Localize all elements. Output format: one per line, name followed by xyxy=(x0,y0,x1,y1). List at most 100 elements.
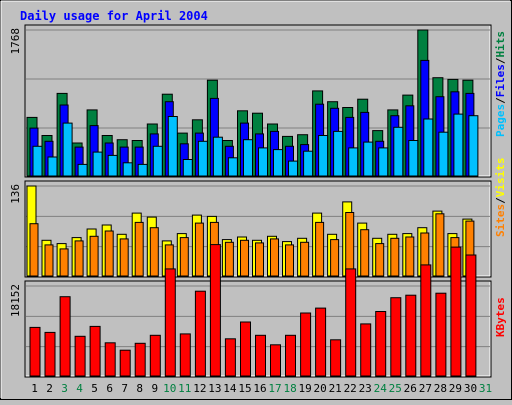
bar-kbytes-day-13 xyxy=(209,244,221,377)
bar-kbytes-day-28 xyxy=(435,292,447,377)
bar-sites-day-4 xyxy=(74,240,84,277)
x-tick-label: 25 xyxy=(389,382,402,395)
legend: KBytes xyxy=(494,297,507,337)
bar-kbytes-day-10 xyxy=(164,268,176,377)
bar-pages-day-15 xyxy=(243,139,253,177)
bar-kbytes-day-18 xyxy=(285,334,296,377)
bar-pages-day-29 xyxy=(453,113,464,177)
bar-pages-day-23 xyxy=(363,141,374,177)
y-max-label: 1768 xyxy=(9,28,22,55)
x-tick-label: 15 xyxy=(238,382,251,395)
bar-kbytes-day-23 xyxy=(360,323,372,377)
bar-pages-day-14 xyxy=(227,157,238,177)
bar-pages-day-30 xyxy=(468,115,479,177)
bar-kbytes-day-9 xyxy=(149,334,161,377)
x-tick-label: 13 xyxy=(208,382,221,395)
bar-kbytes-day-8 xyxy=(134,342,146,377)
bar-pages-day-26 xyxy=(408,140,419,177)
bar-kbytes-day-30 xyxy=(465,254,477,377)
bar-kbytes-day-4 xyxy=(74,335,86,377)
legend-entry: Pages xyxy=(494,104,507,137)
bar-kbytes-day-2 xyxy=(44,331,56,377)
bar-sites-day-21 xyxy=(330,239,340,277)
bar-sites-day-14 xyxy=(224,241,234,277)
x-tick-label: 14 xyxy=(223,382,237,395)
legend-entry: Visits xyxy=(494,158,507,198)
x-tick-label: 20 xyxy=(313,382,326,395)
bar-kbytes-day-19 xyxy=(300,312,312,377)
bar-pages-day-24 xyxy=(378,147,389,177)
bar-kbytes-day-7 xyxy=(119,349,131,377)
bar-pages-day-7 xyxy=(122,162,133,177)
x-tick-label: 29 xyxy=(449,382,462,395)
bar-pages-day-20 xyxy=(318,135,329,177)
y-max-label: 136 xyxy=(9,184,22,204)
legend-entry: KBytes xyxy=(494,297,507,337)
x-tick-label: 24 xyxy=(374,382,388,395)
y-max-label: 18152 xyxy=(9,284,22,317)
bar-sites-day-12 xyxy=(194,222,204,277)
bar-pages-day-10 xyxy=(167,116,178,177)
y-max-labels: 1768 136 18152 xyxy=(9,28,22,317)
bar-pages-day-4 xyxy=(77,163,88,177)
x-tick-label: 21 xyxy=(329,382,342,395)
x-tick-label: 28 xyxy=(434,382,447,395)
bar-pages-day-28 xyxy=(438,131,449,177)
x-tick-label: 22 xyxy=(344,382,357,395)
bar-pages-day-25 xyxy=(393,126,404,177)
bar-sites-day-24 xyxy=(375,243,385,277)
bar-kbytes-day-21 xyxy=(330,339,342,377)
x-tick-label: 9 xyxy=(151,382,158,395)
legends: Pages/Files/Hits Sites/Visits KBytes xyxy=(494,31,507,337)
bar-pages-day-27 xyxy=(423,118,434,177)
bar-kbytes-day-14 xyxy=(224,338,236,377)
x-tick-label: 12 xyxy=(193,382,206,395)
bar-pages-day-5 xyxy=(92,151,103,177)
x-tick-label: 3 xyxy=(61,382,68,395)
bar-kbytes-day-12 xyxy=(194,290,206,377)
legend-entry: / xyxy=(494,97,507,104)
x-tick-label: 27 xyxy=(419,382,432,395)
x-tick-label: 5 xyxy=(91,382,98,395)
bar-pages-day-11 xyxy=(182,159,193,177)
bar-pages-day-2 xyxy=(47,156,58,177)
x-tick-label: 18 xyxy=(283,382,296,395)
bar-pages-day-21 xyxy=(333,130,344,177)
bar-kbytes-day-25 xyxy=(390,297,402,377)
bar-pages-day-12 xyxy=(197,140,208,177)
x-tick-label: 31 xyxy=(479,382,492,395)
legend: Sites/Visits xyxy=(494,158,507,238)
x-tick-label: 16 xyxy=(253,382,266,395)
bar-kbytes-day-20 xyxy=(315,307,327,377)
legend-entry: / xyxy=(494,197,507,204)
bar-kbytes-day-17 xyxy=(270,344,281,377)
bar-kbytes-day-5 xyxy=(89,325,101,377)
x-tick-label: 6 xyxy=(106,382,113,395)
bar-pages-day-13 xyxy=(212,136,223,177)
x-tick-label: 30 xyxy=(464,382,477,395)
legend: Pages/Files/Hits xyxy=(494,31,507,137)
bar-sites-day-18 xyxy=(285,244,294,277)
x-tick-labels: 1 2 3 4 5 6 7 8 9 10 11 12 13 14 15 16 17 18 19 20 21 22 23 24 2… xyxy=(31,382,492,395)
x-tick-label: 4 xyxy=(76,382,83,395)
bar-sites-day-5 xyxy=(89,235,99,277)
x-tick-label: 7 xyxy=(121,382,128,395)
bar-kbytes-day-16 xyxy=(255,334,266,377)
bar-sites-day-23 xyxy=(360,229,370,277)
bar-sites-day-25 xyxy=(390,237,400,277)
bar-sites-day-2 xyxy=(44,244,54,277)
bar-kbytes-day-26 xyxy=(405,294,417,377)
bar-sites-day-28 xyxy=(435,213,445,277)
bar-kbytes-day-22 xyxy=(345,268,357,377)
bar-kbytes-day-1 xyxy=(29,326,41,377)
bar-pages-day-19 xyxy=(303,150,314,177)
bar-pages-day-6 xyxy=(107,154,118,177)
bar-sites-day-26 xyxy=(405,236,415,277)
bar-pages-day-18 xyxy=(288,160,298,177)
bar-pages-day-22 xyxy=(348,147,359,177)
bar-kbytes-day-3 xyxy=(59,296,71,377)
x-tick-label: 1 xyxy=(31,382,38,395)
bar-pages-day-16 xyxy=(258,147,268,177)
